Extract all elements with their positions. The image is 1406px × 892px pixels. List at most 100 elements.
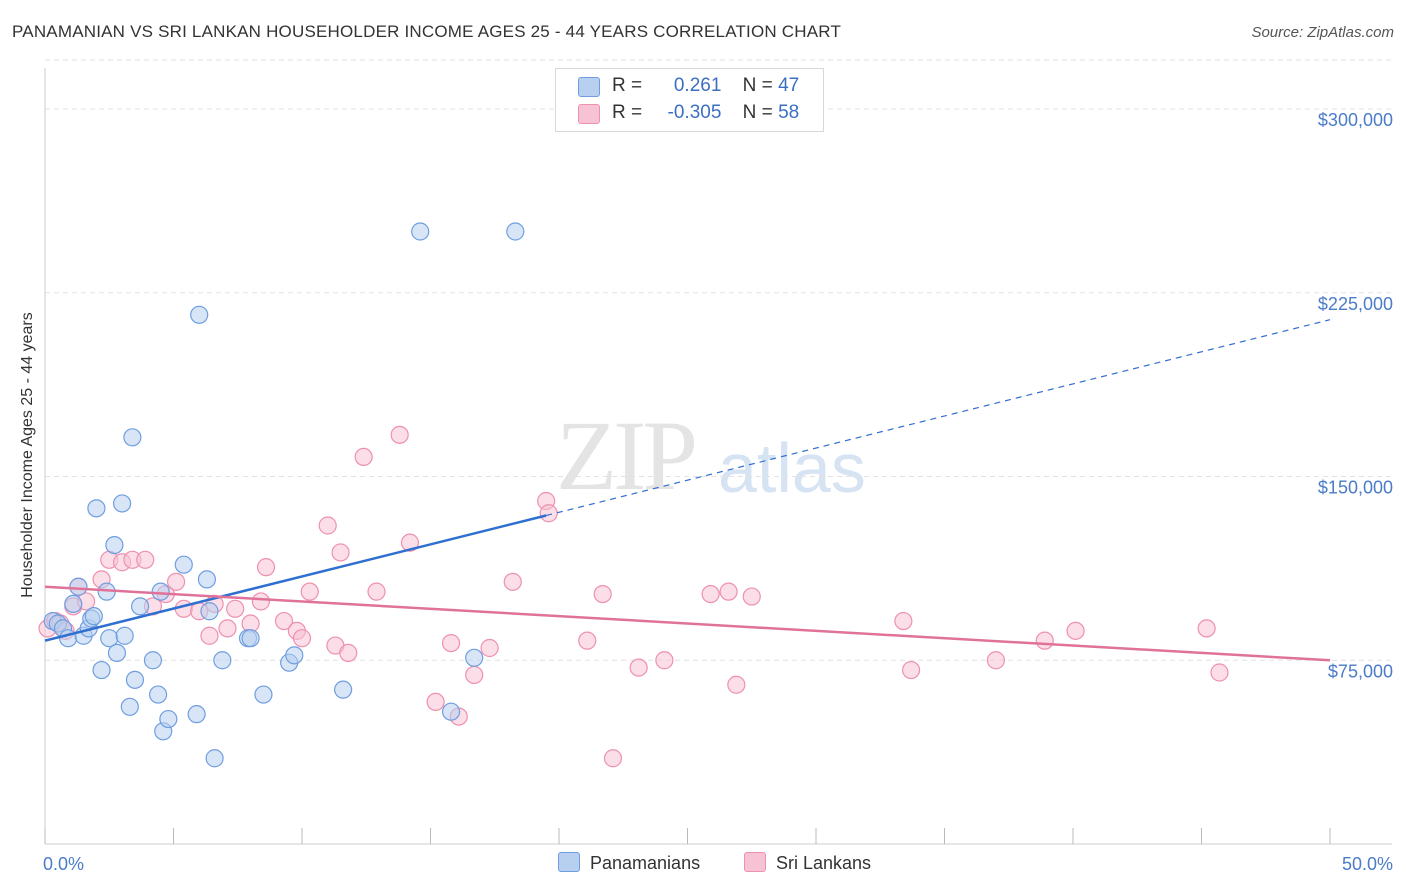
bottom-legend-sri-lankans: Sri Lankans [744, 852, 871, 874]
panamanian-point [87, 499, 106, 518]
panamanian-point [506, 222, 525, 241]
sri-lankan-point [901, 660, 921, 680]
sri-lankan-point [742, 587, 761, 606]
sri-lankan-point [174, 599, 193, 618]
sri-lankan-point [354, 447, 373, 466]
sri-lankan-point [367, 582, 386, 601]
panamanian-point [241, 629, 260, 648]
panamanian-point [84, 607, 103, 626]
panamanian-point [190, 305, 209, 324]
sri-lankan-point [593, 584, 612, 604]
sri-lankan-point [331, 543, 350, 562]
panamanian-point [64, 594, 83, 614]
panamanian-point [187, 705, 206, 724]
sri-lankan-point [441, 633, 461, 653]
sri-lankan-point [539, 504, 558, 523]
sri-lankan-point [603, 749, 623, 768]
sri-lankans-points [38, 425, 1229, 768]
legend-n-value: 58 [778, 102, 800, 123]
sri-lankan-point [200, 626, 219, 645]
panamanian-point [148, 685, 168, 704]
panamanian-point [174, 555, 193, 574]
sri-lankan-point [300, 582, 319, 601]
sri-lankan-point [251, 592, 270, 611]
sri-lankan-point [1197, 619, 1216, 638]
gridlines [45, 59, 1392, 661]
legend-n-label: N = [742, 75, 773, 96]
sri-lankan-point [400, 533, 420, 552]
x-tick-label: 0.0% [43, 854, 84, 874]
y-tick-label: $225,000 [1318, 294, 1393, 314]
legend-n-label: N = [742, 102, 773, 123]
bottom-legend-panamanians: Panamanians [558, 852, 700, 874]
panamanian-point [159, 709, 178, 729]
sri-lankan-point [339, 643, 358, 663]
legend-r-label: R = [612, 75, 643, 96]
panamanian-point [200, 602, 219, 621]
sri-lankan-point [136, 550, 155, 569]
panamanian-point [411, 222, 430, 241]
sri-lankan-point [318, 516, 337, 535]
legend-swatch-blue [578, 77, 600, 97]
y-tick-label: $150,000 [1318, 478, 1393, 498]
sri-lankan-point [655, 651, 674, 670]
panamanian-point [125, 670, 145, 689]
watermark-atlas: atlas [718, 429, 866, 507]
sri-lankan-point [465, 665, 484, 685]
sri-lankan-point [1035, 631, 1054, 650]
panamanian-point [197, 570, 217, 589]
legend-n-value: 47 [778, 75, 800, 96]
bottom-legend-label: Panamanians [590, 853, 701, 873]
panamanian-point [151, 582, 170, 601]
sri-lankan-point [256, 558, 276, 577]
panamanian-point [334, 680, 353, 699]
bottom-legend-swatch-pink [744, 852, 766, 872]
legend-r-value: 0.261 [673, 75, 722, 96]
panamanian-point [92, 660, 111, 680]
bottom-legend-swatch-blue [558, 852, 580, 872]
panamanian-point [254, 685, 273, 704]
chart-title: PANAMANIAN VS SRI LANKAN HOUSEHOLDER INC… [12, 22, 842, 41]
sri-lankan-point [986, 651, 1006, 670]
sri-lankan-point [218, 619, 237, 638]
panamanians-trendline [44, 514, 547, 642]
sri-lankan-point [226, 599, 245, 618]
y-tick-label: $300,000 [1318, 110, 1393, 130]
panamanian-point [115, 626, 134, 645]
legend-swatch-pink [578, 104, 600, 124]
axes [44, 68, 1392, 845]
sri-lankan-point [274, 611, 294, 631]
correlation-legend: R = 0.261 N = 47 R = -0.305 N = 58 [555, 68, 824, 132]
sri-lankan-point [629, 658, 648, 677]
sri-lankan-point [426, 692, 445, 712]
panamanian-point [213, 651, 232, 670]
sri-lankan-point [166, 572, 186, 591]
panamanians-trendline-extension [546, 319, 1331, 517]
panamanian-point [205, 749, 224, 768]
x-tick-label: 50.0% [1342, 854, 1393, 874]
sri-lankan-point [1210, 663, 1229, 682]
panamanian-point [120, 697, 139, 716]
panamanian-point [105, 535, 124, 555]
panamanian-point [441, 702, 461, 721]
sri-lankan-point [480, 638, 499, 658]
trendlines [44, 319, 1331, 662]
sri-lankans-trendline [44, 585, 1331, 662]
panamanian-point [285, 646, 304, 665]
tick-labels: $75,000 $150,000 $225,000 $300,000 0.0% 50.0% [43, 110, 1393, 874]
panamanian-point [112, 494, 132, 513]
legend-r-label: R = [612, 102, 643, 123]
panamanian-point [130, 597, 150, 616]
sri-lankan-point [719, 582, 738, 601]
y-tick-label: $75,000 [1328, 661, 1393, 681]
sri-lankan-point [390, 425, 409, 444]
panamanians-points [43, 222, 525, 768]
sri-lankan-point [578, 631, 597, 650]
panamanian-point [123, 428, 142, 447]
sri-lankan-point [894, 611, 913, 631]
panamanian-point [69, 577, 88, 596]
bottom-legend-label: Sri Lankans [776, 853, 872, 873]
panamanian-point [143, 651, 163, 670]
source-credit: Source: ZipAtlas.com [1251, 24, 1394, 41]
